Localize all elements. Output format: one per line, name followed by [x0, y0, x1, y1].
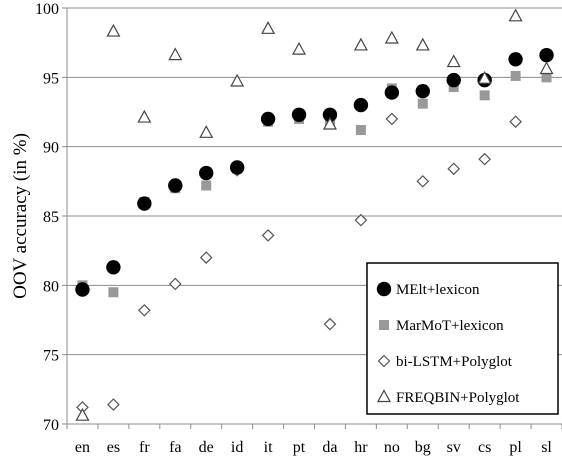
x-tick-label: fr	[139, 439, 150, 456]
triangle-point	[384, 30, 399, 44]
triangle-point	[75, 407, 90, 421]
legend-label: MElt+lexicon	[396, 282, 480, 298]
legend: MElt+lexicon MarMoT+lexicon bi-LSTM+Polygl…	[366, 262, 559, 415]
diamond-point	[416, 174, 430, 188]
x-tick-label: de	[199, 439, 214, 456]
x-tick-label: cs	[478, 439, 491, 456]
x-tick-label: id	[231, 439, 243, 456]
diamond-point	[385, 112, 399, 126]
circle-point	[446, 72, 461, 88]
square-point	[510, 70, 521, 81]
circle-point	[291, 107, 307, 122]
y-axis-label: OOV accuracy (in %)	[10, 133, 31, 299]
square-point	[541, 72, 552, 83]
diamond-point	[168, 277, 182, 291]
y-tick-label: 70	[43, 417, 59, 434]
circle-point	[229, 160, 245, 175]
x-tick-label: sl	[541, 439, 552, 456]
axes	[62, 7, 562, 429]
circle-point	[199, 165, 214, 181]
triangle-point	[106, 23, 121, 37]
square-point	[479, 90, 490, 101]
x-tick-labels: en es fr fa de id it pt da hr no bg sv cs pl sl	[75, 439, 553, 456]
y-tick-label: 100	[35, 1, 59, 18]
diamond-point	[478, 152, 492, 166]
circle-point	[384, 85, 400, 100]
circle-point	[137, 196, 152, 211]
square-point	[417, 98, 428, 109]
triangle-point	[508, 8, 523, 22]
circle-point	[415, 84, 430, 99]
triangle-point	[199, 125, 214, 138]
x-tick-label: es	[107, 439, 120, 456]
y-tick-label: 85	[43, 209, 59, 226]
diamond-point	[137, 303, 151, 317]
triangle-point	[353, 37, 368, 51]
square-point	[108, 287, 119, 298]
x-tick-label: hr	[354, 439, 368, 456]
diamond-point	[509, 115, 522, 129]
diamond-point	[107, 398, 120, 411]
triangle-point	[168, 47, 183, 61]
y-tick-label: 95	[43, 70, 59, 87]
x-tick-label: pl	[509, 439, 522, 456]
x-tick-label: it	[264, 439, 273, 456]
diamond-point	[199, 251, 213, 264]
x-tick-label: sv	[447, 439, 461, 456]
triangle-point	[477, 70, 492, 84]
triangle-point	[261, 21, 276, 34]
legend-label: FREQBIN+Polyglot	[396, 390, 520, 406]
circle-point	[260, 111, 276, 127]
legend-label: MarMoT+lexicon	[396, 318, 504, 334]
legend-circle-icon	[376, 281, 392, 297]
legend-square-icon	[379, 320, 389, 330]
x-tick-label: no	[384, 439, 400, 456]
legend-box	[366, 262, 559, 415]
triangle-point	[446, 54, 461, 68]
square-point	[355, 125, 366, 136]
x-tick-label: da	[322, 439, 337, 456]
legend-triangle-icon	[376, 389, 392, 403]
x-tick-label: pt	[293, 439, 306, 456]
y-tick-label: 75	[43, 348, 59, 365]
series-circle	[75, 47, 554, 297]
y-tick-label: 90	[43, 140, 59, 157]
circle-point	[106, 260, 121, 275]
triangle-point	[292, 41, 307, 55]
circle-point	[508, 52, 523, 67]
legend-diamond-icon	[377, 354, 391, 368]
square-point	[201, 180, 212, 191]
circle-point	[322, 107, 338, 122]
triangle-point	[322, 116, 337, 130]
y-tick-label: 80	[43, 278, 59, 295]
triangle-point	[539, 61, 554, 75]
data-points	[75, 8, 554, 421]
x-tick-label: fa	[169, 439, 181, 456]
diamond-point	[323, 317, 337, 331]
triangle-point	[137, 109, 152, 123]
diamond-point	[447, 162, 461, 176]
circle-point	[353, 97, 369, 113]
circle-point	[539, 47, 554, 63]
diamond-point	[261, 229, 275, 242]
circle-point	[168, 178, 183, 193]
triangle-point	[230, 73, 245, 87]
circle-point	[75, 282, 90, 297]
legend-label: bi-LSTM+Polyglot	[396, 354, 513, 370]
triangle-point	[415, 37, 430, 51]
x-tick-label: en	[75, 439, 90, 456]
x-tick-label: bg	[415, 439, 431, 456]
diamond-point	[354, 213, 368, 227]
y-tick-labels: 70 75 80 85 90 95 100	[35, 1, 59, 434]
series-triangle	[75, 8, 554, 421]
